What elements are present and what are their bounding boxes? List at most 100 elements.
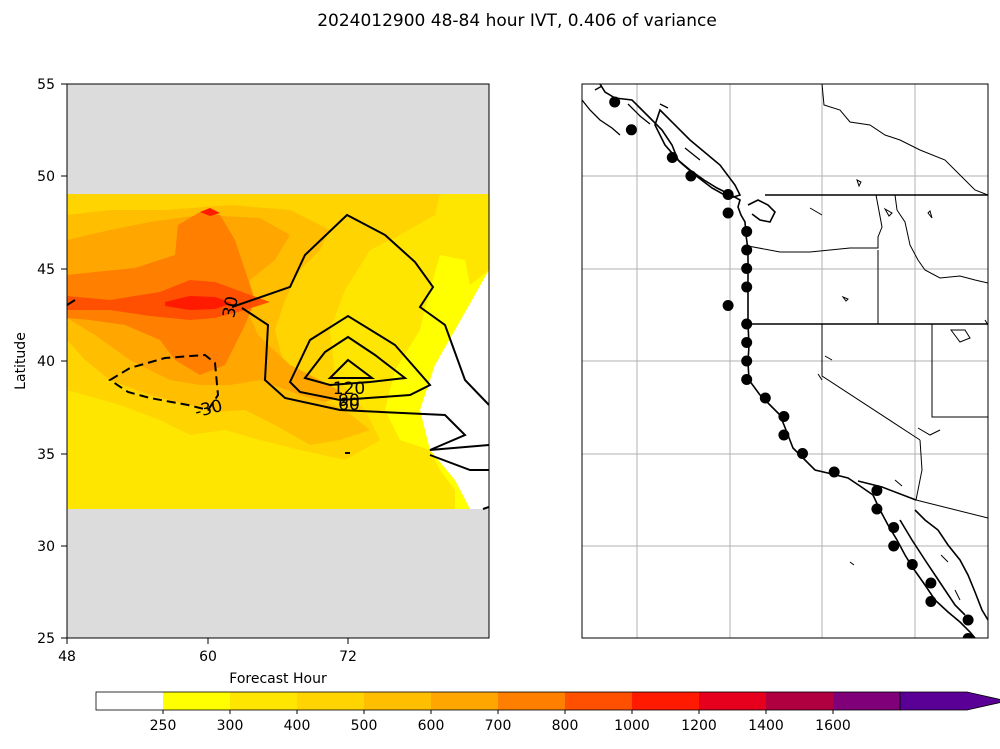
colorbar-tick-label: 1000 bbox=[614, 718, 650, 734]
station-marker bbox=[625, 124, 637, 136]
station-marker bbox=[906, 559, 918, 570]
x-axis-label: Forecast Hour bbox=[229, 671, 327, 687]
bc-islands bbox=[582, 85, 701, 161]
y-tick-label: 35 bbox=[37, 447, 55, 463]
colorbar-tick-label: 1400 bbox=[748, 718, 784, 734]
y-tick: 30 bbox=[37, 539, 67, 555]
wa-or-border bbox=[747, 194, 883, 253]
colorbar-swatch bbox=[96, 692, 164, 710]
station-marker bbox=[741, 244, 753, 256]
ivt-band-1000-north bbox=[200, 208, 220, 216]
station-marker bbox=[741, 318, 753, 330]
station-marker bbox=[741, 374, 753, 385]
contour-60 bbox=[288, 314, 432, 402]
contour-30-lower bbox=[241, 307, 489, 451]
missing-data-area-north bbox=[67, 84, 489, 194]
colorbar-swatch bbox=[364, 692, 432, 710]
contour-30 bbox=[231, 213, 489, 406]
right-plot-frame bbox=[581, 83, 989, 639]
island bbox=[659, 103, 669, 109]
contour-labels: 30 120 90 60 -30 bbox=[193, 295, 366, 423]
station-marker bbox=[888, 540, 900, 552]
lake bbox=[824, 355, 833, 361]
bc-detail bbox=[821, 84, 988, 196]
x-tick: 72 bbox=[339, 638, 357, 665]
colorbar-swatch bbox=[632, 692, 700, 710]
y-tick-label: 55 bbox=[37, 77, 55, 93]
station-marker bbox=[778, 429, 790, 441]
island bbox=[594, 85, 603, 91]
station-marker bbox=[962, 633, 974, 638]
y-tick: 55 bbox=[37, 77, 67, 93]
colorbar-tick-label: 700 bbox=[485, 718, 512, 734]
station-marker bbox=[871, 503, 883, 515]
mexico-border bbox=[857, 480, 917, 501]
y-tick: 50 bbox=[37, 169, 67, 185]
y-tick-label: 30 bbox=[37, 539, 55, 555]
contour-90 bbox=[303, 335, 408, 387]
colorbar-swatch bbox=[431, 692, 499, 710]
colorbar-swatch bbox=[766, 692, 834, 710]
x-axis: 48 60 72 bbox=[58, 638, 357, 665]
station-marker bbox=[741, 281, 753, 293]
contour-30-tail bbox=[429, 454, 489, 471]
colorbar-swatch bbox=[163, 692, 231, 710]
island bbox=[582, 99, 621, 136]
station-marker bbox=[741, 355, 753, 367]
lakes bbox=[809, 179, 988, 601]
ivt-filled-contours bbox=[67, 194, 489, 509]
station-marker bbox=[888, 522, 900, 533]
station-marker bbox=[778, 411, 790, 422]
contour-label-30: 30 bbox=[219, 295, 242, 320]
island bbox=[849, 561, 855, 566]
station-marker bbox=[759, 392, 771, 404]
station-marker bbox=[666, 152, 678, 163]
colorbar-tick-label: 1600 bbox=[815, 718, 851, 734]
station-marker bbox=[741, 337, 753, 348]
vancouver-island bbox=[654, 108, 742, 199]
id-border bbox=[894, 194, 988, 284]
y-tick: 25 bbox=[37, 631, 67, 647]
y-axis-label: Latitude bbox=[13, 332, 29, 390]
colorbar-tick-label: 250 bbox=[150, 718, 177, 734]
station-markers bbox=[609, 96, 974, 638]
contour-edge bbox=[482, 506, 489, 510]
x-tick-label: 48 bbox=[58, 649, 76, 665]
x-tick-label: 72 bbox=[339, 649, 357, 665]
y-tick: 40 bbox=[37, 354, 67, 370]
station-marker bbox=[609, 96, 621, 108]
station-marker bbox=[925, 596, 937, 607]
station-marker bbox=[685, 170, 697, 182]
ca-nv-border bbox=[821, 324, 921, 441]
x-tick-label: 60 bbox=[199, 649, 217, 665]
map-gridlines bbox=[582, 84, 988, 638]
contour-30-east bbox=[67, 299, 76, 306]
lake bbox=[950, 329, 971, 343]
ivt-colorbar: 250 300 400 500 600 700 800 1000 1200 1400 1600 bbox=[95, 691, 1000, 734]
puget-sound bbox=[747, 199, 776, 223]
colorbar-tick-label: 1200 bbox=[681, 718, 717, 734]
coast-map-panel bbox=[581, 83, 989, 639]
political-borders bbox=[747, 84, 988, 519]
lake bbox=[809, 207, 823, 216]
contour-label-60: 60 bbox=[338, 395, 360, 415]
y-tick: 35 bbox=[37, 447, 67, 463]
lake bbox=[927, 210, 933, 219]
figure-title: 2024012900 48-84 hour IVT, 0.406 of vari… bbox=[317, 11, 717, 31]
colorbar-extend-arrow bbox=[899, 691, 1000, 711]
colorbar-swatch bbox=[498, 692, 566, 710]
contour-neg30 bbox=[108, 353, 220, 412]
island bbox=[684, 147, 701, 161]
colorbar-tick-label: 500 bbox=[351, 718, 378, 734]
island bbox=[627, 103, 651, 125]
station-marker bbox=[741, 226, 753, 237]
station-marker bbox=[722, 300, 734, 311]
y-tick: 45 bbox=[37, 262, 67, 278]
lake bbox=[817, 373, 823, 381]
colorbar-swatch bbox=[699, 692, 767, 710]
colorbar-swatch bbox=[297, 692, 365, 710]
y-tick-label: 50 bbox=[37, 169, 55, 185]
lake bbox=[856, 179, 862, 188]
ivt-hovmoller-panel: 30 120 90 60 -30 55 50 45 40 35 30 25 48… bbox=[13, 77, 490, 687]
